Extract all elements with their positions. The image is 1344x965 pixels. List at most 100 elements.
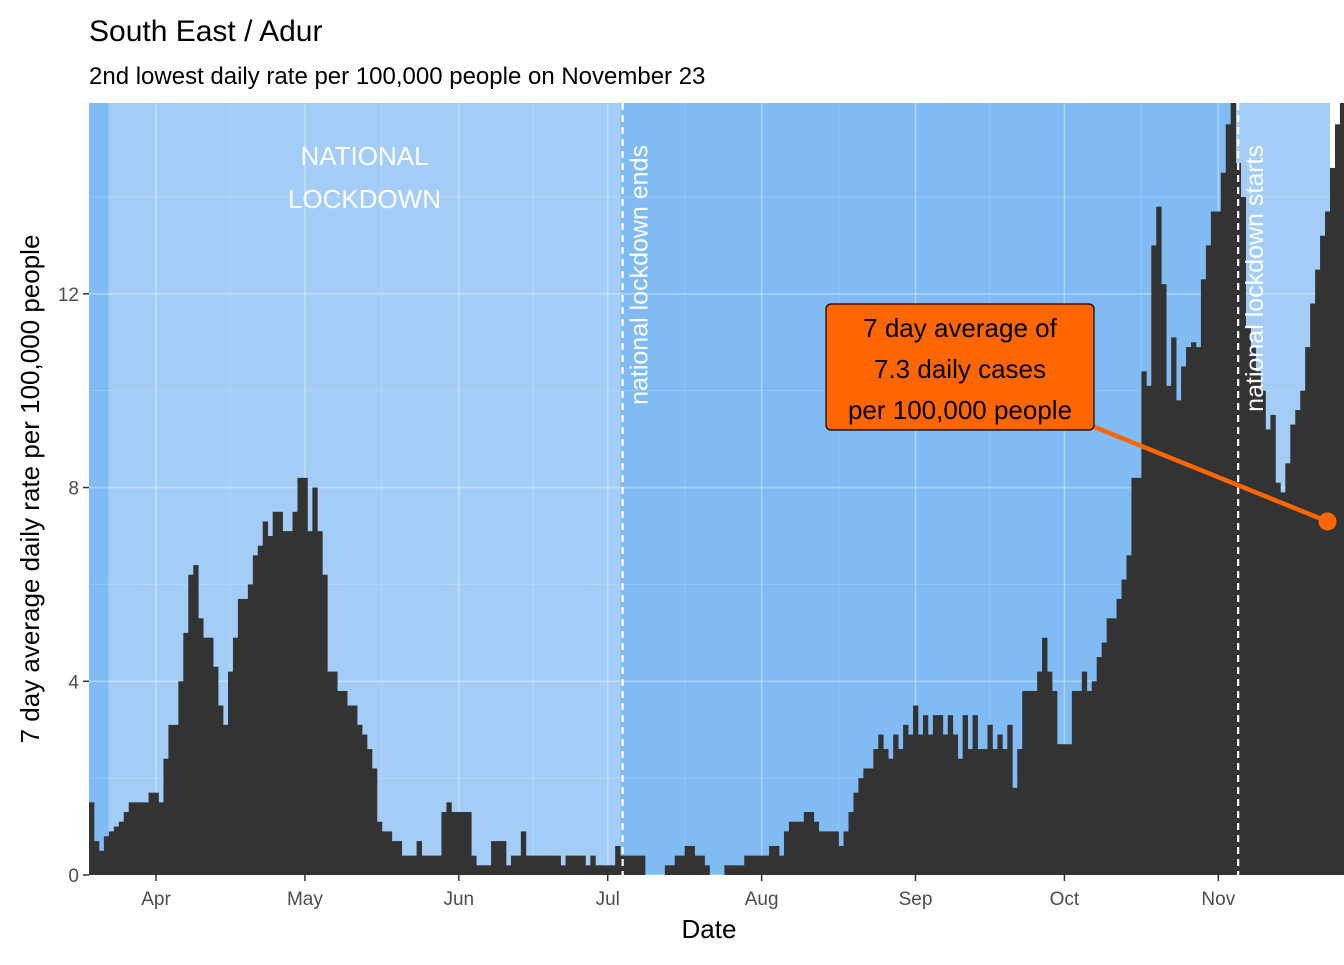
y-tick-label: 0 — [68, 866, 79, 887]
bar — [1086, 690, 1093, 875]
bar — [476, 865, 482, 875]
bar — [520, 831, 527, 875]
bar — [694, 855, 700, 875]
bar — [962, 715, 968, 875]
bar — [927, 734, 934, 875]
bar — [108, 831, 115, 875]
bar — [1121, 579, 1127, 875]
bar — [754, 855, 760, 875]
bar — [1205, 245, 1212, 875]
bar — [684, 845, 690, 875]
bar — [908, 734, 914, 875]
bar — [93, 841, 100, 875]
bar — [1290, 424, 1296, 875]
bar — [1200, 279, 1207, 875]
bar — [1320, 235, 1326, 875]
bar — [486, 865, 492, 875]
bar — [635, 855, 641, 875]
bar — [1186, 347, 1192, 876]
bar — [1091, 681, 1098, 875]
bar — [1136, 477, 1142, 875]
bar — [987, 724, 993, 875]
bar — [103, 836, 110, 875]
bar — [803, 812, 810, 875]
bar — [1076, 690, 1083, 875]
bar — [292, 511, 298, 875]
bar — [198, 618, 204, 875]
x-tick-label: Sep — [899, 889, 933, 910]
bar — [272, 511, 278, 875]
bar — [138, 802, 144, 875]
bar — [903, 724, 909, 875]
annotation-point — [1318, 512, 1337, 531]
bar — [1339, 103, 1344, 875]
bar — [252, 555, 259, 875]
bar — [679, 855, 686, 875]
bar — [416, 841, 422, 875]
bar — [1151, 245, 1157, 875]
bar — [530, 855, 537, 875]
x-tick-label: Aug — [745, 889, 779, 910]
bar — [1141, 371, 1147, 875]
bar — [699, 855, 705, 875]
bar — [262, 521, 269, 875]
annotation: 7 day average of 7.3 daily cases per 100,0… — [825, 303, 1337, 531]
bar — [1096, 657, 1103, 875]
bar — [223, 724, 229, 875]
bar — [1235, 163, 1241, 876]
bar — [193, 565, 199, 875]
bar — [1106, 618, 1112, 875]
bar — [873, 749, 879, 875]
bar — [352, 705, 358, 875]
bar — [590, 855, 596, 875]
bar — [1250, 347, 1256, 876]
bar — [426, 855, 432, 875]
bar — [1007, 724, 1013, 875]
bar — [232, 637, 239, 875]
bar — [153, 792, 159, 875]
bar — [1225, 124, 1232, 875]
bar — [664, 865, 671, 875]
bar — [1071, 690, 1078, 875]
bar — [302, 477, 308, 875]
bar — [282, 531, 288, 875]
bar — [853, 792, 859, 875]
bar — [689, 845, 695, 875]
bar — [595, 865, 601, 875]
bar — [1181, 366, 1187, 875]
bar — [759, 855, 765, 875]
y-axis-label: 7 day average daily rate per 100,000 peo… — [15, 235, 45, 744]
bar — [1260, 390, 1266, 875]
x-tick-label: Oct — [1050, 889, 1080, 910]
bar — [1215, 211, 1222, 876]
bar — [957, 758, 964, 875]
bar — [297, 477, 303, 875]
bar — [1295, 410, 1301, 875]
bar — [525, 855, 532, 875]
bar — [888, 758, 894, 875]
bar — [883, 749, 889, 875]
bar — [1300, 390, 1306, 875]
bar — [183, 632, 189, 875]
bar — [1195, 347, 1202, 876]
bar — [992, 749, 998, 875]
bars — [89, 103, 1344, 876]
bar — [461, 812, 467, 875]
bar — [1101, 642, 1107, 875]
bar — [188, 574, 194, 875]
bar — [585, 865, 591, 875]
bar — [342, 690, 348, 875]
bar — [371, 768, 378, 875]
bar — [774, 845, 780, 875]
bar — [436, 855, 442, 875]
bar — [317, 531, 323, 875]
bar — [242, 598, 249, 875]
bar — [327, 671, 333, 875]
bar — [838, 845, 844, 875]
bar — [863, 768, 869, 875]
bar — [858, 778, 864, 875]
bar — [307, 531, 313, 875]
bar — [386, 831, 393, 875]
